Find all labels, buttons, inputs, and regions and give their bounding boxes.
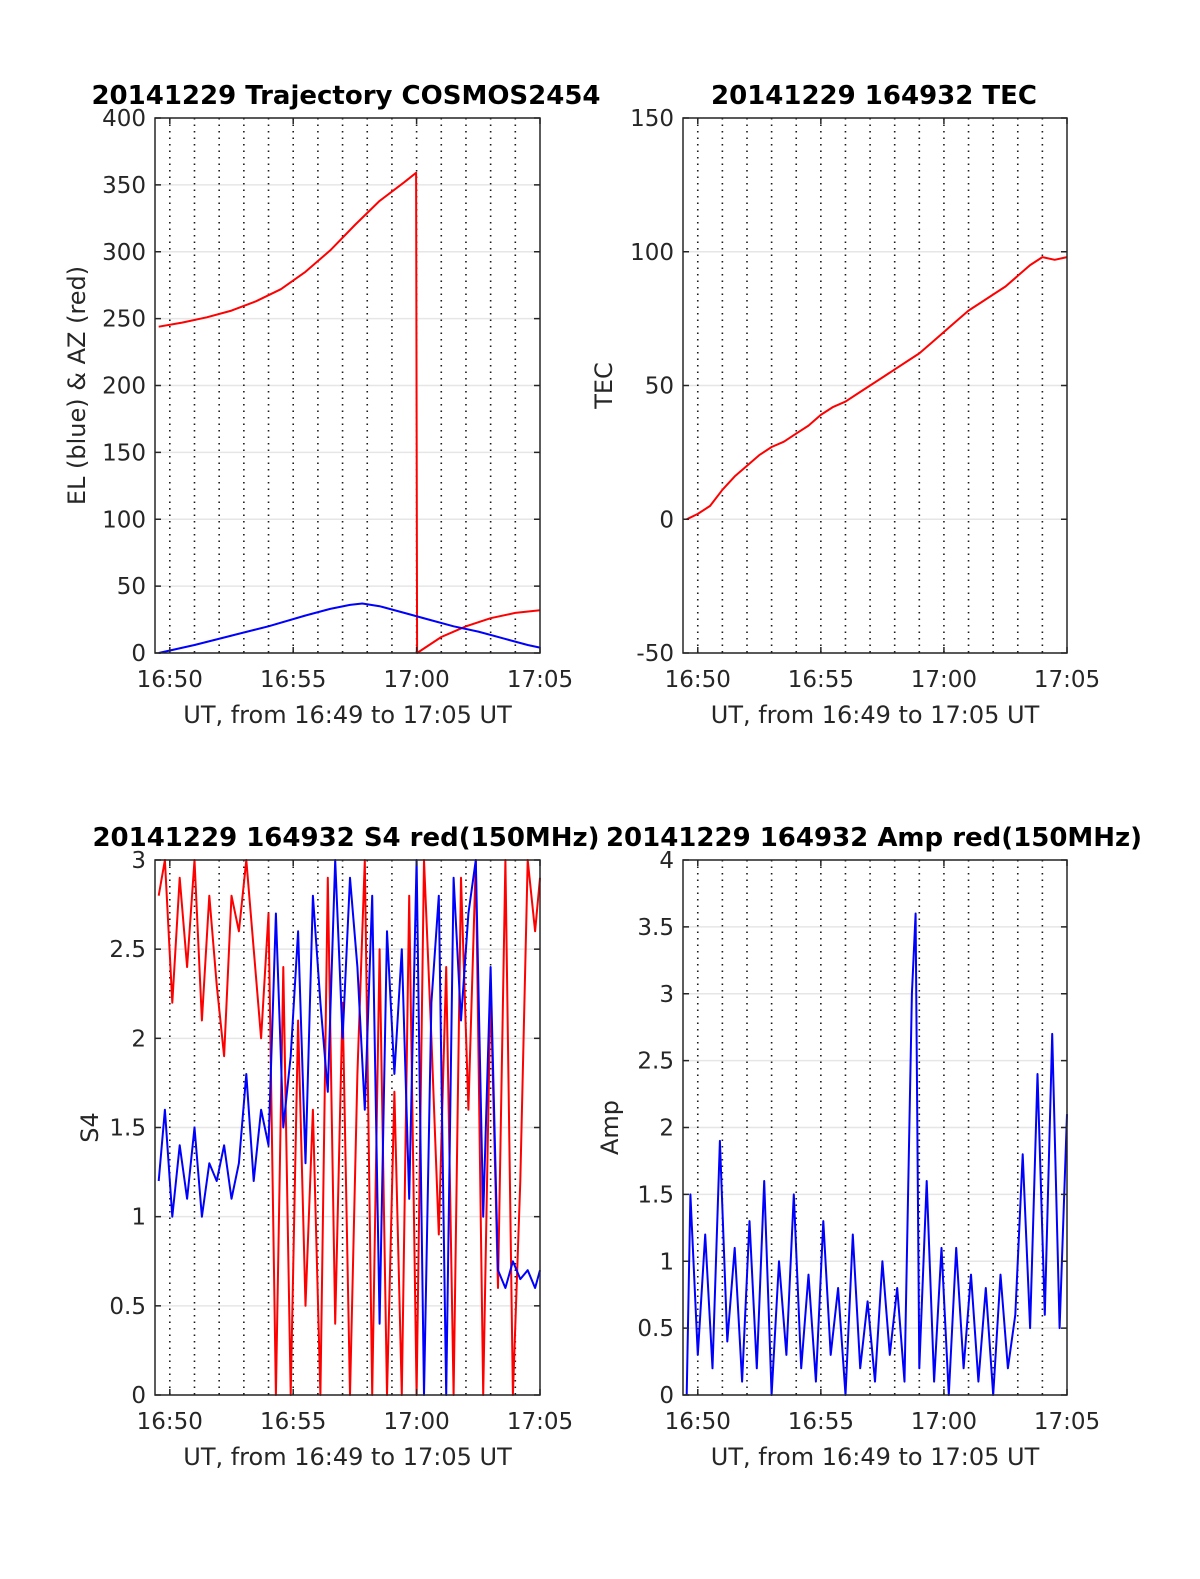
y-tick-label: 0	[659, 507, 674, 533]
x-axis-label: UT, from 16:49 to 17:05 UT	[183, 701, 512, 729]
y-tick-label: 1	[659, 1249, 674, 1275]
y-tick-label: 150	[630, 106, 674, 132]
y-tick-label: 350	[102, 173, 146, 199]
y-tick-label: 1	[131, 1205, 146, 1231]
y-axis-label: Amp	[596, 1100, 624, 1155]
x-tick-label: 17:05	[1034, 667, 1100, 693]
y-tick-label: 2	[131, 1026, 146, 1052]
x-tick-label: 16:55	[788, 1409, 854, 1435]
chart-title: 20141229 164932 TEC	[711, 81, 1037, 111]
series-line-2	[158, 602, 541, 654]
series-line-1	[685, 912, 1068, 1396]
y-tick-label: 0.5	[637, 1316, 674, 1342]
y-tick-label: 0	[131, 1383, 146, 1409]
x-tick-label: 16:55	[260, 667, 326, 693]
chart-title: 20141229 164932 S4 red(150MHz)	[92, 823, 599, 853]
x-tick-label: 17:00	[383, 1409, 449, 1435]
y-tick-label: 2	[659, 1116, 674, 1142]
y-tick-label: 2.5	[109, 937, 146, 963]
x-tick-label: 16:50	[137, 1409, 203, 1435]
y-tick-label: 1.5	[109, 1116, 146, 1142]
x-axis-label: UT, from 16:49 to 17:05 UT	[711, 701, 1040, 729]
chart-panel-3: 0 0.5 1 1.5 2 2.5 3 16:50 16:55 17:00 17:05 2014122…	[76, 823, 600, 1471]
y-tick-label: 1.5	[637, 1182, 674, 1208]
y-tick-label: 100	[102, 507, 146, 533]
y-tick-label: 200	[102, 374, 146, 400]
chart-panel-2: -50 0 50 100 150 16:50 16:55 17:00 17:05 20141229…	[590, 81, 1100, 729]
y-tick-label: 3.5	[637, 915, 674, 941]
y-tick-label: 0.5	[109, 1294, 146, 1320]
y-tick-label: 100	[630, 240, 674, 266]
y-axis-label: TEC	[590, 362, 618, 410]
x-tick-label: 17:05	[507, 667, 573, 693]
x-axis-label: UT, from 16:49 to 17:05 UT	[711, 1443, 1040, 1471]
x-tick-label: 17:05	[1034, 1409, 1100, 1435]
y-tick-label: 150	[102, 440, 146, 466]
y-tick-label: 2.5	[637, 1049, 674, 1075]
y-tick-label: 300	[102, 240, 146, 266]
y-tick-label: 50	[645, 374, 674, 400]
y-axis-label: EL (blue) & AZ (red)	[63, 266, 91, 505]
x-axis-label: UT, from 16:49 to 17:05 UT	[183, 1443, 512, 1471]
x-tick-label: 16:50	[665, 667, 731, 693]
y-tick-label: 0	[131, 641, 146, 667]
x-tick-label: 16:50	[665, 1409, 731, 1435]
x-tick-label: 17:00	[911, 667, 977, 693]
series-line-2	[157, 859, 541, 1396]
y-tick-label: 400	[102, 106, 146, 132]
series-line-1	[686, 256, 1068, 521]
x-tick-label: 16:55	[260, 1409, 326, 1435]
x-tick-label: 17:00	[383, 667, 449, 693]
y-tick-label: 250	[102, 307, 146, 333]
x-tick-label: 17:00	[911, 1409, 977, 1435]
chart-title: 20141229 Trajectory COSMOS2454	[91, 81, 600, 111]
series-line-1	[158, 171, 541, 654]
chart-panel-4: 0 0.5 1 1.5 2 2.5 3 3.5 4 16:50 16:55 17:00 17:05 201…	[596, 823, 1142, 1471]
x-tick-label: 16:50	[137, 667, 203, 693]
y-tick-label: -50	[636, 641, 674, 667]
x-tick-label: 17:05	[507, 1409, 573, 1435]
chart-panel-1: 0 50 100 150 200 250 300 350 400 16:50 16:55 17:00 1…	[63, 81, 601, 729]
y-tick-label: 50	[117, 574, 146, 600]
y-tick-label: 3	[131, 848, 146, 874]
y-tick-label: 3	[659, 982, 674, 1008]
x-tick-label: 16:55	[788, 667, 854, 693]
chart-title: 20141229 164932 Amp red(150MHz)	[606, 823, 1142, 853]
y-tick-label: 4	[659, 848, 674, 874]
y-tick-label: 0	[659, 1383, 674, 1409]
y-axis-label: S4	[76, 1112, 104, 1143]
